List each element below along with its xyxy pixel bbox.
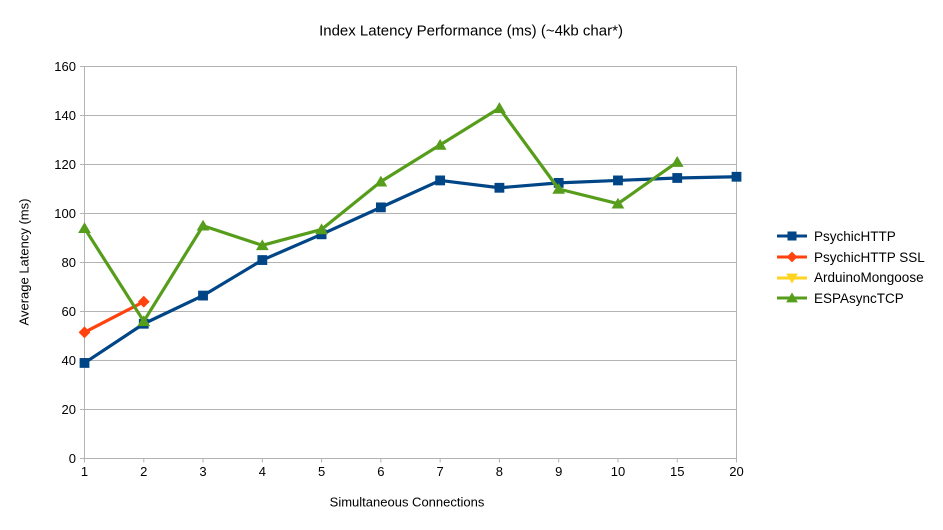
- y-tick-label: 120: [54, 157, 76, 172]
- y-tick-label: 80: [62, 255, 76, 270]
- x-tick-label: 6: [377, 464, 384, 479]
- data-point-marker: [670, 156, 684, 167]
- x-tick-label: 15: [670, 464, 684, 479]
- data-point-marker: [78, 326, 91, 339]
- legend-label: ArduinoMongoose: [814, 270, 924, 286]
- y-tick-label: 100: [54, 206, 76, 221]
- data-point-marker: [494, 182, 505, 193]
- x-tick-label: 3: [199, 464, 206, 479]
- data-point-marker: [493, 102, 506, 113]
- series-espasynctcp: [78, 102, 684, 327]
- data-point-marker: [552, 183, 566, 194]
- legend-marker-espasynctcp: [777, 292, 807, 303]
- x-tick-label: 9: [555, 464, 562, 479]
- data-point-marker: [316, 229, 327, 240]
- legend-marker-psychichttp-ssl: [777, 251, 807, 263]
- x-tick-label: 7: [437, 464, 444, 479]
- legend-marker-psychichttp: [777, 231, 807, 241]
- data-point-marker: [731, 171, 742, 182]
- data-point-marker: [196, 219, 210, 231]
- y-gridlines: 0 20 40 60 80 100 120 140 160: [54, 59, 737, 466]
- y-tick-label: 20: [62, 402, 76, 417]
- data-point-marker: [315, 223, 328, 235]
- data-point-marker: [79, 358, 90, 368]
- data-point-marker: [553, 177, 564, 188]
- data-point-marker: [611, 197, 625, 209]
- data-point-marker: [78, 222, 91, 233]
- y-tick-label: 40: [62, 353, 76, 368]
- data-point-marker: [137, 295, 150, 308]
- data-point-marker: [255, 239, 269, 251]
- x-tick-label: 1: [81, 464, 88, 479]
- y-tick-label: 60: [62, 304, 76, 319]
- data-point-marker: [137, 315, 151, 327]
- data-point-marker: [786, 273, 798, 284]
- x-tick-label: 8: [496, 464, 503, 479]
- data-point-marker: [374, 175, 388, 187]
- data-point-marker: [257, 255, 268, 265]
- x-axis-title: Simultaneous Connections: [329, 494, 485, 510]
- axes: [84, 66, 737, 459]
- y-tick-label: 0: [69, 451, 76, 466]
- data-point-marker: [786, 292, 798, 303]
- data-point-marker: [787, 231, 797, 241]
- data-point-marker: [435, 175, 446, 186]
- x-tick-label: 10: [611, 464, 625, 479]
- chart-legend: PsychicHTTP PsychicHTTP SSL ArduinoMongo…: [777, 226, 925, 309]
- legend-item-psychichttp: PsychicHTTP: [777, 226, 925, 247]
- series-line: [83, 106, 679, 323]
- legend-label: ESPAsyncTCP: [814, 290, 904, 306]
- x-tick-label: 2: [140, 464, 147, 479]
- legend-label: PsychicHTTP: [814, 228, 896, 244]
- series-psychichttp: [79, 171, 742, 368]
- x-tick-label: 20: [729, 464, 743, 479]
- legend-item-psychichttp-ssl: PsychicHTTP SSL: [777, 247, 925, 268]
- x-axis-ticks: 1 2 3 4 5 6 7 8 9 10 15 20: [81, 458, 744, 479]
- data-point-marker: [613, 175, 623, 186]
- data-point-marker: [672, 173, 683, 183]
- data-point-marker: [433, 138, 447, 150]
- legend-item-arduinomongoose: ArduinoMongoose: [777, 267, 925, 288]
- x-tick-label: 5: [318, 464, 325, 479]
- legend-label: PsychicHTTP SSL: [814, 249, 925, 265]
- data-point-marker: [198, 290, 208, 301]
- y-tick-label: 140: [54, 108, 76, 123]
- series-line: [83, 175, 737, 365]
- data-point-marker: [375, 202, 386, 213]
- series-psychichttp-ssl: [78, 295, 150, 339]
- chart-title: Index Latency Performance (ms) (~4kb cha…: [319, 22, 623, 40]
- y-tick-label: 160: [54, 59, 76, 74]
- legend-marker-arduinomongoose: [777, 273, 807, 284]
- legend-item-espasynctcp: ESPAsyncTCP: [777, 288, 925, 309]
- data-point-marker: [786, 251, 798, 263]
- x-tick-label: 4: [259, 464, 266, 479]
